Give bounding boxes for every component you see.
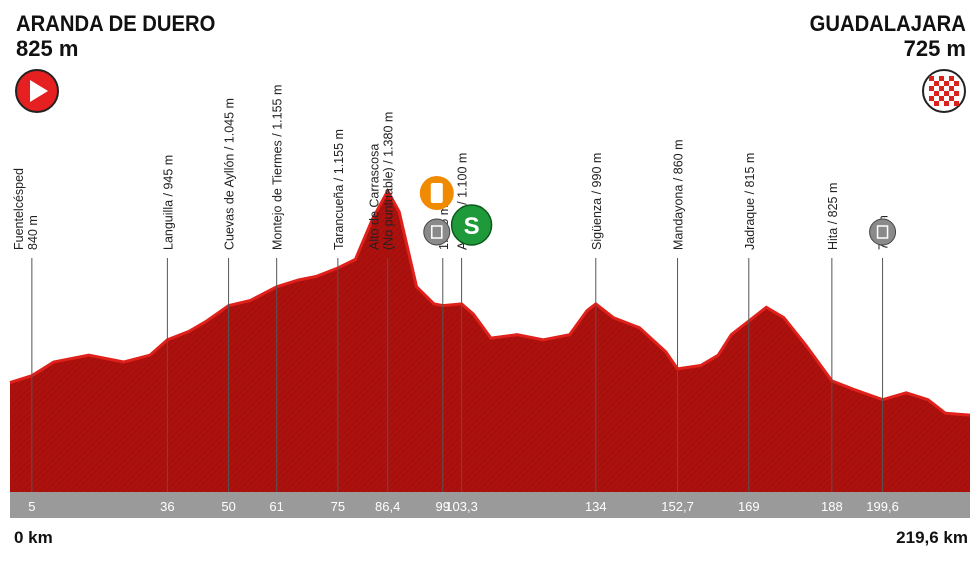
finish-icon-check (929, 76, 934, 81)
waypoint-label: Alto de Carrascosa(No puntuable) / 1.380… (368, 112, 396, 250)
finish-icon-check (949, 86, 954, 91)
finish-icon-check (944, 91, 949, 96)
km-tick-label: 199,6 (866, 499, 899, 514)
finish-icon-check (954, 101, 959, 106)
waypoint-label-line: Sigüenza / 990 m (590, 153, 604, 250)
finish-icon-check (939, 86, 944, 91)
waypoint-label-line: Cuevas de Ayllón / 1.045 m (223, 98, 237, 250)
finish-icon-check (939, 96, 944, 101)
km-tick-label: 36 (160, 499, 174, 514)
start-altitude: 825 m (16, 36, 79, 61)
waypoint-label-line: Languilla / 945 m (161, 155, 175, 250)
feed-zone-icon-bottle (430, 183, 443, 203)
waypoint-label: Cuevas de Ayllón / 1.045 m (223, 98, 237, 250)
finish-icon-check (929, 86, 934, 91)
elevation-texture (10, 191, 970, 492)
km-tick-label: 75 (331, 499, 345, 514)
waste-zone-icon-bin (431, 225, 443, 239)
feed-zone-icon (419, 176, 454, 210)
waypoint-label-line: Hita / 825 m (826, 183, 840, 250)
finish-icon-check (934, 101, 939, 106)
waypoint-label: Jadraque / 815 m (743, 153, 757, 250)
waypoint-label: Mandayona / 860 m (672, 140, 686, 251)
km-tick-label: 152,7 (661, 499, 694, 514)
km-tick-label: 5 (28, 499, 35, 514)
finish-altitude: 725 m (903, 36, 966, 61)
km-tick-label: 86,4 (375, 499, 400, 514)
sprint-icon-letter: S (464, 213, 480, 240)
km-tick-label: 99 (436, 499, 450, 514)
finish-icon-check (944, 81, 949, 86)
waypoint-label: Hita / 825 m (826, 183, 840, 250)
km-tick-label: 103,3 (445, 499, 478, 514)
finish-flag-icon (922, 69, 966, 113)
waypoint-label-line: 840 m (26, 215, 40, 250)
waypoint-label: Fuentelcésped840 m (12, 168, 40, 250)
waste-zone-icon-circle (869, 218, 897, 246)
waypoint-label: Tarancueña / 1.155 m (332, 129, 346, 250)
finish-icon-check (954, 91, 959, 96)
km-tick-label: 50 (221, 499, 235, 514)
waypoint-label-line: Tarancueña / 1.155 m (332, 129, 346, 250)
waste-zone-icon (869, 218, 897, 246)
waypoint-label-line: Mandayona / 860 m (672, 140, 686, 251)
finish-icon-check (949, 76, 954, 81)
waste-zone-icon (423, 218, 451, 246)
finish-town-name: GUADALAJARA (809, 11, 966, 36)
start-icon-triangle (30, 80, 48, 102)
waypoint-label-line: Alto de Carrascosa (368, 144, 382, 250)
finish-icon-check (934, 91, 939, 96)
km-tick-label: 169 (738, 499, 760, 514)
waypoint-label-line: (No puntuable) / 1.380 m (382, 112, 396, 250)
km-tick-label: 188 (821, 499, 843, 514)
finish-icon-check (944, 101, 949, 106)
waypoint-label: Montejo de Tiermes / 1.155 m (271, 85, 285, 250)
finish-icon-check (939, 76, 944, 81)
distance-axis-bar (10, 492, 970, 518)
km-tick-label: 61 (269, 499, 283, 514)
distance-end-label: 219,6 km (896, 528, 968, 547)
sprint-icon-circle (450, 204, 493, 246)
waste-zone-icon-circle (423, 218, 451, 246)
waypoint-label-line: Jadraque / 815 m (743, 153, 757, 250)
waypoint-label-line: Montejo de Tiermes / 1.155 m (271, 85, 285, 250)
sprint-icon: S (450, 204, 493, 246)
finish-icon-check (934, 81, 939, 86)
finish-icon-check (954, 81, 959, 86)
waypoint-label: Sigüenza / 990 m (590, 153, 604, 250)
finish-icon-check (929, 96, 934, 101)
waypoint-label: Languilla / 945 m (161, 155, 175, 250)
elevation-ridge (9, 187, 971, 417)
waste-zone-icon-bin (876, 225, 889, 239)
finish-icon-check (949, 96, 954, 101)
km-tick-label: 134 (585, 499, 607, 514)
start-icon (15, 69, 59, 113)
start-town-name: ARANDA DE DUERO (16, 11, 216, 36)
waypoint-label-line: Fuentelcésped (12, 168, 26, 250)
distance-start-label: 0 km (14, 528, 53, 547)
